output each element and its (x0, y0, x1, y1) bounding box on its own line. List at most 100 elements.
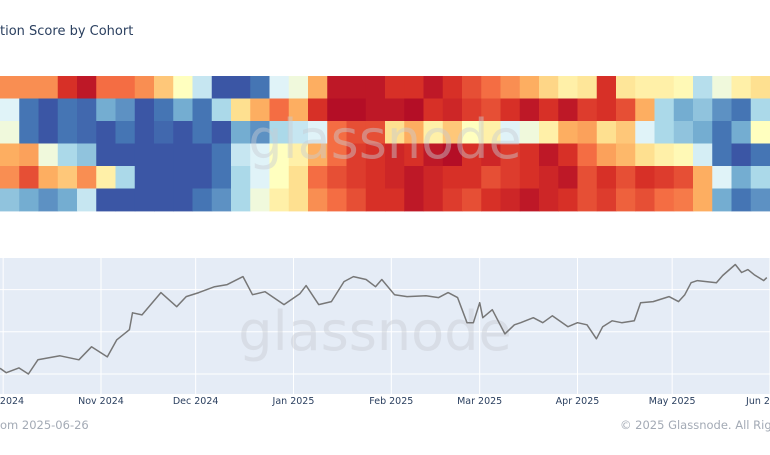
heatmap-cell (731, 166, 752, 189)
heatmap-cell (616, 143, 636, 167)
heatmap-cell (96, 188, 117, 212)
heatmap-cell (269, 166, 290, 189)
heatmap-cell (539, 76, 559, 99)
heatmap-cell (616, 98, 636, 122)
x-tick-label: Jan 2025 (272, 396, 315, 407)
heatmap-cell (673, 98, 694, 122)
heatmap-cell (442, 98, 463, 122)
heatmap-cell (134, 166, 155, 189)
heatmap-cell (500, 76, 521, 99)
heatmap-cell (192, 121, 213, 144)
heatmap-cell (192, 76, 213, 99)
x-tick-label: Mar 2025 (457, 396, 502, 407)
heatmap-cell (539, 98, 559, 122)
heatmap-cell (192, 166, 213, 189)
heatmap-cell (77, 76, 97, 99)
heatmap-cell (115, 98, 136, 122)
heatmap-cell (750, 98, 770, 122)
heatmap-cell (577, 188, 598, 212)
heatmap-cell (462, 121, 482, 144)
heatmap-cell (269, 76, 290, 99)
heatmap-cell (423, 98, 444, 122)
heatmap-cell (558, 121, 579, 144)
heatmap-cell (154, 166, 174, 189)
heatmap-cell (635, 121, 656, 144)
heatmap-cell (558, 166, 579, 189)
heatmap-cell (404, 188, 425, 212)
heatmap-cell (250, 143, 271, 167)
heatmap-cell (308, 121, 328, 144)
heatmap-cell (654, 188, 675, 212)
heatmap-cell (404, 166, 425, 189)
heatmap-cell (250, 166, 271, 189)
heatmap-cell (327, 166, 348, 189)
heatmap-cell (500, 121, 521, 144)
heatmap-cell (558, 188, 579, 212)
heatmap-cell (654, 121, 675, 144)
heatmap-cell (327, 143, 348, 167)
heatmap-cell (192, 143, 213, 167)
heatmap-cell (269, 121, 290, 144)
heatmap-cell (327, 188, 348, 212)
heatmap-cell (673, 143, 694, 167)
heatmap-cell (134, 143, 155, 167)
heatmap-cell (134, 98, 155, 122)
heatmap-watermark: glassnode (248, 108, 521, 171)
heatmap-cell (442, 166, 463, 189)
heatmap-cell (231, 121, 251, 144)
heatmap-cell (308, 143, 328, 167)
x-tick-label: Dec 2024 (173, 396, 219, 407)
heatmap-cell (250, 98, 271, 122)
heatmap-cell (673, 166, 694, 189)
heatmap-cell (462, 143, 482, 167)
heatmap-cell (154, 121, 174, 144)
heatmap-cell (481, 143, 502, 167)
heatmap-cell (442, 76, 463, 99)
heatmap-cell (423, 76, 444, 99)
heatmap-cell (654, 76, 675, 99)
heatmap-cell (0, 76, 20, 99)
heatmap-cell (346, 166, 367, 189)
heatmap-cell (365, 121, 386, 144)
heatmap-cell (731, 143, 752, 167)
heatmap-cell (173, 143, 194, 167)
heatmap-cell (250, 121, 271, 144)
heatmap-cell (19, 188, 40, 212)
heatmap-cell (481, 188, 502, 212)
x-tick-label: Jun 2 (745, 396, 770, 407)
heatmap-cell (38, 76, 59, 99)
heatmap-cell (596, 98, 617, 122)
heatmap-cell (539, 166, 559, 189)
heatmap-cell (154, 98, 174, 122)
heatmap-cell (693, 76, 713, 99)
heatmap-cell (250, 76, 271, 99)
heatmap-cell (77, 121, 97, 144)
x-axis-ticks: 2024 Nov 2024 Dec 2024 Jan 2025 Feb 2025 Mar … (0, 396, 770, 407)
heatmap-cell (596, 143, 617, 167)
heatmap-cell (596, 76, 617, 99)
heatmap-cell (365, 188, 386, 212)
heatmap-cell (712, 98, 733, 122)
heatmap-cell (712, 188, 733, 212)
heatmap-cell (404, 121, 425, 144)
heatmap-cell (19, 143, 40, 167)
heatmap-cell (365, 76, 386, 99)
heatmap-cell (577, 121, 598, 144)
heatmap-cell (231, 98, 251, 122)
heatmap-cell (635, 143, 656, 167)
heatmap-cell (673, 121, 694, 144)
heatmap-cell (558, 98, 579, 122)
heatmap-cell (211, 143, 232, 167)
heatmap-cell (635, 166, 656, 189)
heatmap-cell (231, 143, 251, 167)
heatmap-cell (0, 166, 20, 189)
heatmap-cell (519, 98, 540, 122)
heatmap-cell (288, 188, 309, 212)
heatmap-cell (250, 188, 271, 212)
heatmap-cell (731, 98, 752, 122)
heatmap-cell (481, 166, 502, 189)
heatmap-cell (404, 98, 425, 122)
heatmap-cell (385, 166, 405, 189)
line-plot-background (0, 258, 770, 394)
heatmap-cell (539, 188, 559, 212)
